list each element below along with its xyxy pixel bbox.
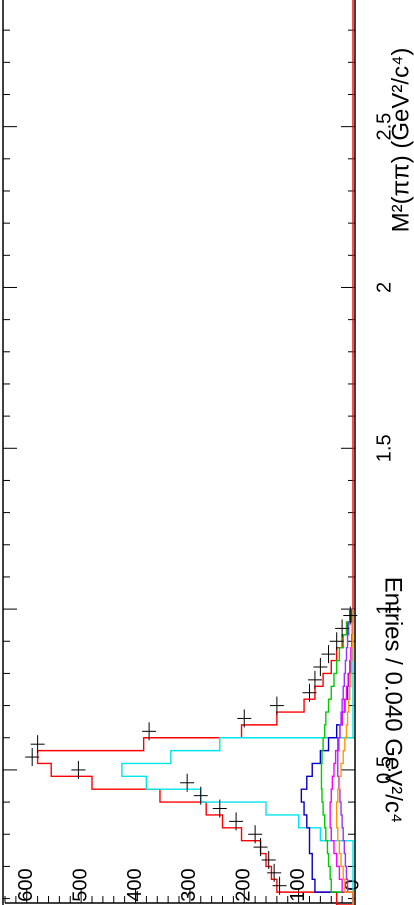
data-point [267,863,282,882]
y-tick-label: 200 [233,868,255,901]
y-axis-label: Entries / 0.040 GeV²/c⁴ [380,577,407,823]
data-point [229,812,244,831]
x-tick-label: 2.5 [373,113,395,141]
histogram-series-5 [337,608,354,905]
x-tick-label: 1.5 [373,434,395,462]
data-point [269,696,284,715]
x-axis-ticks: 0.5 1 1.5 2 2.5 [3,29,395,900]
series-layer [36,0,354,905]
data-point [329,632,344,651]
y-axis-ticks: 0 100 200 300 400 500 600 [4,868,363,904]
x-tick-label: 1 [373,604,395,615]
data-point [272,876,287,895]
data-points-layer [25,606,358,895]
plot-frame [2,0,356,905]
histogram-series-4 [329,609,354,905]
histogram-series-6 [335,609,354,905]
data-point [248,825,263,844]
data-point [142,722,157,741]
histogram-series-3 [320,608,354,905]
x-tick-label: 2 [373,282,395,293]
y-tick-label: 100 [287,868,309,901]
y-tick-label: 0 [341,879,363,890]
data-point [30,735,45,754]
y-tick-label: 300 [178,868,200,901]
data-point [25,748,40,767]
data-point [180,773,195,792]
data-point [253,838,268,857]
y-tick-label: 500 [69,868,91,901]
x-axis-label: M²(ππ) (GeV²/c⁴) [387,48,414,233]
data-point [71,760,86,779]
data-point [313,657,328,676]
data-point [261,850,276,869]
data-point [237,709,252,728]
data-point [193,786,208,805]
data-point [343,606,358,625]
y-tick-label: 400 [124,868,146,901]
data-point [335,619,350,638]
histogram-series-1 [121,609,354,905]
data-point [302,683,317,702]
histogram-series-0 [36,608,353,905]
data-point [307,670,322,689]
x-tick-label: 0.5 [373,756,395,784]
data-point [212,799,227,818]
axis-labels: M²(ππ) (GeV²/c⁴) Entries / 0.040 GeV²/c⁴ [380,48,414,824]
data-point [321,645,336,664]
y-tick-label: 600 [15,868,37,901]
